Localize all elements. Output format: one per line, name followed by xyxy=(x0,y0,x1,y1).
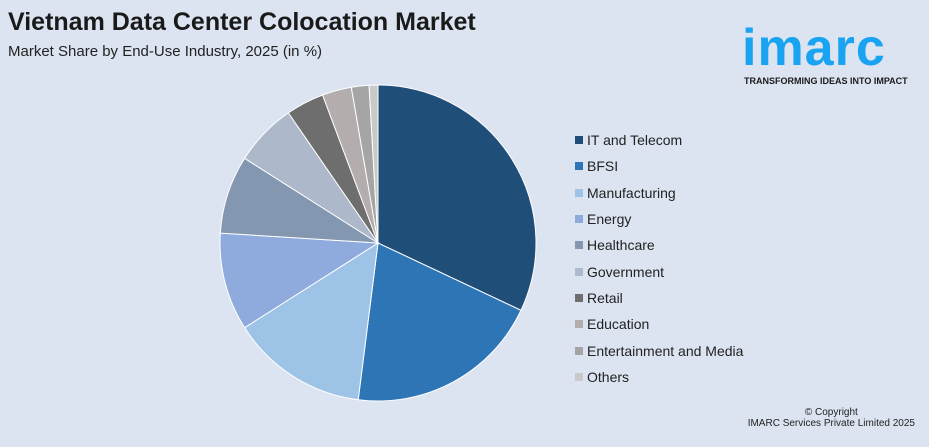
legend-swatch xyxy=(575,293,583,302)
legend-item: Others xyxy=(575,364,743,390)
legend-item: Government xyxy=(575,258,743,284)
pie-slice-bfsi xyxy=(357,242,522,402)
logo-word: imarc xyxy=(742,19,886,77)
copyright-company: IMARC Services Private Limited 2025 xyxy=(747,418,915,429)
legend-item: Healthcare xyxy=(575,232,743,258)
legend-item: Energy xyxy=(575,206,743,232)
legend-label: Education xyxy=(587,316,650,333)
legend-swatch xyxy=(575,162,583,171)
legend-label: Energy xyxy=(587,211,632,228)
legend-label: Government xyxy=(587,263,665,280)
pie-slice-it-and-telecom xyxy=(377,84,537,311)
chart-title: Vietnam Data Center Colocation Market xyxy=(8,8,476,36)
copyright: © Copyright IMARC Services Private Limit… xyxy=(748,407,915,429)
legend-swatch xyxy=(575,136,583,145)
legend-label: Healthcare xyxy=(587,237,655,254)
legend-swatch xyxy=(575,320,583,329)
pie-slice-energy xyxy=(219,232,380,329)
logo-tagline: TRANSFORMING IDEAS INTO IMPACT xyxy=(744,76,908,86)
legend-item: Education xyxy=(575,311,743,337)
imarc-logo: imarc TRANSFORMING IDEAS INTO IMPACT xyxy=(742,6,922,86)
legend-swatch xyxy=(575,346,583,355)
legend-swatch xyxy=(575,372,583,381)
legend-swatch xyxy=(575,267,583,276)
legend-label: IT and Telecom xyxy=(587,132,683,149)
legend-label: BFSI xyxy=(587,158,619,175)
legend-item: BFSI xyxy=(575,153,743,179)
legend-item: Entertainment and Media xyxy=(575,337,743,363)
copyright-label: © Copyright xyxy=(804,407,858,418)
legend-label: Retail xyxy=(587,289,623,306)
legend-item: Retail xyxy=(575,285,743,311)
chart-subtitle: Market Share by End-Use Industry, 2025 (… xyxy=(8,43,323,60)
pie-slice-manufacturing xyxy=(243,242,379,401)
legend-swatch xyxy=(575,188,583,197)
legend-label: Manufacturing xyxy=(587,184,676,201)
legend-item: Manufacturing xyxy=(575,180,743,206)
legend-item: IT and Telecom xyxy=(575,127,743,153)
legend-swatch xyxy=(575,241,583,250)
legend-swatch xyxy=(575,215,583,224)
legend: IT and Telecom BFSI Manufacturing Energy Hea… xyxy=(575,127,743,390)
legend-label: Others xyxy=(587,368,630,385)
pie-slice-others xyxy=(368,84,379,244)
legend-label: Entertainment and Media xyxy=(587,342,744,359)
